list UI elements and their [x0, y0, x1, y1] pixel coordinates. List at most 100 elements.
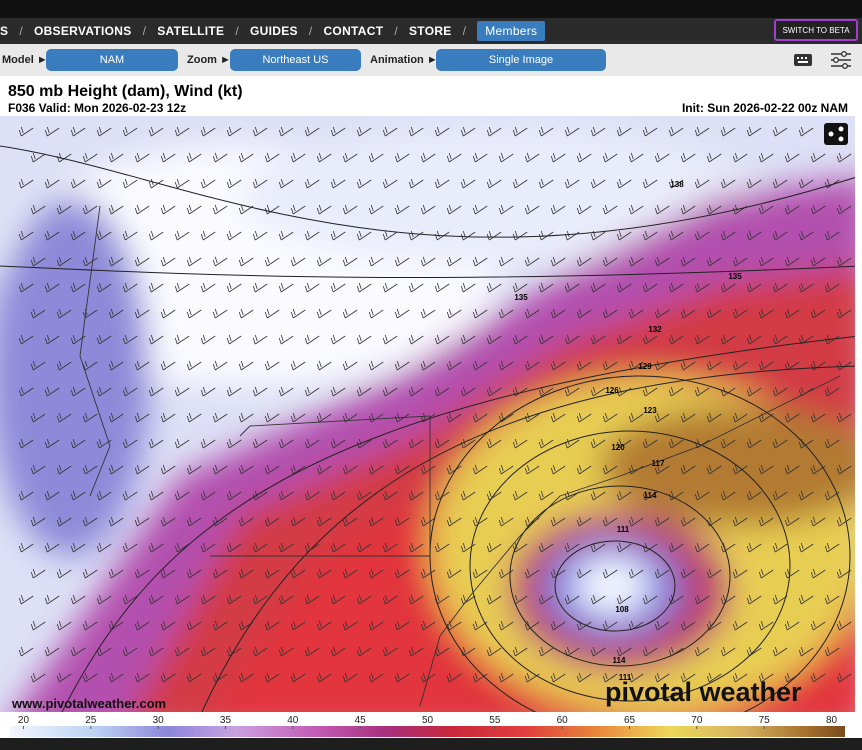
wind-barb [550, 464, 566, 475]
wind-barb [356, 334, 372, 345]
wind-barb [134, 152, 150, 163]
wind-barb [290, 256, 306, 267]
wind-barb [56, 204, 72, 215]
wind-barb [680, 620, 696, 631]
wind-barb [420, 620, 436, 631]
wind-barb [382, 542, 398, 553]
wind-barb [148, 126, 164, 137]
wind-barb [238, 464, 254, 475]
wind-barb [356, 490, 372, 501]
wind-barb [524, 568, 540, 579]
wind-barb [590, 386, 606, 397]
wind-barb [44, 542, 60, 553]
wind-barb [356, 386, 372, 397]
wind-barb [732, 152, 748, 163]
wind-barb [342, 204, 358, 215]
wind-barb [446, 308, 462, 319]
wind-barb [746, 126, 762, 137]
wind-barb [798, 126, 814, 137]
animation-select[interactable]: Single Image [436, 49, 606, 71]
wind-barb [472, 308, 488, 319]
wind-barb [304, 178, 320, 189]
wind-barb [394, 204, 410, 215]
wind-barb [460, 490, 476, 501]
wind-barb [82, 516, 98, 527]
wind-barb [408, 282, 424, 293]
wind-barb [82, 204, 98, 215]
wind-barb [186, 412, 202, 423]
wind-barb [576, 360, 592, 371]
wind-barb [590, 438, 606, 449]
wind-barb [758, 204, 774, 215]
wind-barb [616, 438, 632, 449]
wind-barb [460, 334, 476, 345]
contour-label: 117 [652, 459, 665, 468]
colorbar-tick-label: 25 [85, 715, 97, 726]
wind-barb [96, 178, 112, 189]
wind-barb [784, 412, 800, 423]
wind-barb [616, 178, 632, 189]
wind-barb [238, 308, 254, 319]
wind-barb [226, 178, 242, 189]
nav-item[interactable]: STORE [408, 24, 452, 38]
wind-barb [342, 620, 358, 631]
wind-barb [200, 490, 216, 501]
nav-separator: / [235, 24, 240, 38]
wind-barb [18, 282, 34, 293]
nav-item[interactable]: SATELLITE [157, 24, 225, 38]
wind-barb [408, 490, 424, 501]
beta-button[interactable]: SWITCH TO BETA [774, 19, 858, 41]
wind-barb [538, 594, 554, 605]
wind-barb [590, 490, 606, 501]
wind-barb [472, 152, 488, 163]
wind-barb [356, 282, 372, 293]
wind-barb [82, 620, 98, 631]
nav-item[interactable]: OBSERVATIONS [33, 24, 132, 38]
wind-barb [122, 542, 138, 553]
wind-barb [472, 412, 488, 423]
wind-barb [96, 230, 112, 241]
wind-barb [278, 490, 294, 501]
wind-barb [810, 256, 826, 267]
wind-barb [18, 334, 34, 345]
wind-barb [356, 126, 372, 137]
wind-barb [18, 178, 34, 189]
members-button[interactable]: Members [477, 21, 546, 41]
share-button[interactable] [824, 123, 848, 145]
wind-barb [238, 568, 254, 579]
wind-barb [746, 438, 762, 449]
wind-barb [486, 594, 502, 605]
nav-item[interactable]: S [0, 24, 9, 38]
zoom-select[interactable]: Northeast US [230, 49, 361, 71]
wind-barb [642, 438, 658, 449]
wind-barb [316, 308, 332, 319]
wind-barb [720, 126, 736, 137]
contour-label: 111 [619, 673, 632, 682]
model-select[interactable]: NAM [46, 49, 178, 71]
wind-barb [252, 334, 268, 345]
wind-barb [200, 646, 216, 657]
wind-barb [524, 412, 540, 423]
nav-item[interactable]: GUIDES [250, 24, 298, 38]
wind-barb [706, 308, 722, 319]
wind-barb [342, 152, 358, 163]
wind-barb [758, 516, 774, 527]
wind-barb [70, 386, 86, 397]
wind-barb [278, 438, 294, 449]
settings-icon[interactable] [830, 51, 852, 69]
wind-barb [174, 282, 190, 293]
wind-barb [798, 646, 814, 657]
nav-item[interactable]: CONTACT [323, 24, 384, 38]
wind-barb [186, 620, 202, 631]
wind-barb [628, 672, 644, 683]
wind-barb [602, 204, 618, 215]
wind-barb [44, 490, 60, 501]
wind-barb [108, 672, 124, 683]
wind-barb [394, 152, 410, 163]
wind-barb [212, 308, 228, 319]
wind-barb [304, 646, 320, 657]
wind-barb [160, 412, 176, 423]
wind-barb [616, 230, 632, 241]
colorbar-tick-label: 35 [220, 715, 232, 726]
keyboard-icon[interactable] [793, 53, 813, 67]
